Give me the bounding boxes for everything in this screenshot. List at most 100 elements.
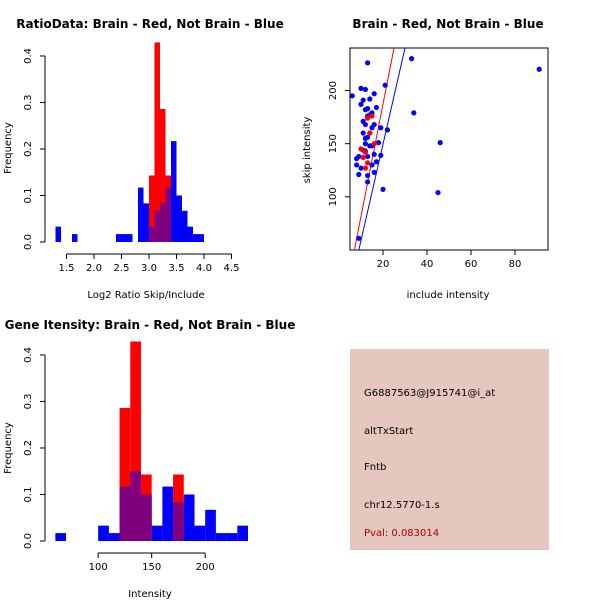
scatter-point-not-brain <box>371 169 377 175</box>
ratio-histogram-bar-not-brain <box>171 141 177 242</box>
intensity-histogram-bar-not-brain <box>162 486 174 541</box>
intensity-histogram-title: Gene Itensity: Brain - Red, Not Brain - … <box>5 318 296 332</box>
intensity-histogram-bar-not-brain <box>98 525 109 541</box>
ratio-histogram-bar-not-brain <box>72 234 78 242</box>
ratio-histogram-panel: RatioData: Brain - Red, Not Brain - Blue… <box>3 17 284 301</box>
intensity-histogram-bar-not-brain <box>205 509 216 541</box>
scatter-point-not-brain <box>411 110 417 116</box>
scatter-point-brain <box>362 149 368 155</box>
ratio-histogram-axes: 1.5 2.0 2.5 3.0 3.5 4.0 4.5 0.0 0.1 0.2 0.3 0.4 <box>23 48 239 274</box>
ratio-histogram-x-tick-label: 2.5 <box>114 263 130 274</box>
intensity-histogram-bar-not-brain <box>194 525 206 541</box>
scatter-point-not-brain <box>356 153 362 160</box>
info-panel: G6887563@J915741@i_at altTxStart Fntb ch… <box>350 349 549 550</box>
ratio-histogram-bar-not-brain <box>121 234 127 242</box>
ratio-histogram-bar-brain <box>160 108 166 242</box>
ratio-histogram-y-tick-label: 0.3 <box>23 95 34 111</box>
scatter-point-not-brain <box>354 162 360 168</box>
scatter-point-not-brain <box>536 66 542 72</box>
ratio-histogram-bar-not-brain <box>138 187 144 242</box>
intensity-histogram-bar-not-brain <box>237 525 248 541</box>
scatter-x-tick-label: 60 <box>465 259 478 270</box>
scatter-point-brain <box>365 160 371 166</box>
scatter-point-not-brain <box>365 153 371 160</box>
probe-id-text: G6887563@J915741@i_at <box>364 388 495 399</box>
location-text: chr12.5770-1.s <box>364 500 440 511</box>
ratio-histogram-bar-not-brain <box>193 234 199 242</box>
intensity-histogram-bar-overlap <box>173 502 184 541</box>
intensity-histogram-bars <box>55 341 248 541</box>
scatter-point-not-brain <box>437 140 443 146</box>
scatter-point-brain <box>367 130 373 136</box>
scatter-point-brain <box>358 146 364 152</box>
ratio-histogram-bar-not-brain <box>182 210 188 242</box>
scatter-y-tick-label: 100 <box>328 187 339 206</box>
intensity-histogram-ylabel: Frequency <box>3 422 14 474</box>
scatter-point-not-brain <box>435 189 441 196</box>
scatter-axes: 20 40 60 80 100 150 200 <box>328 81 521 270</box>
ratio-histogram-x-tick-label: 4.5 <box>224 263 240 274</box>
intensity-histogram-bar-not-brain <box>55 533 67 541</box>
scatter-point-not-brain <box>384 127 390 133</box>
scatter-y-tick-label: 150 <box>328 134 339 153</box>
scatter-xlabel: include intensity <box>407 290 490 301</box>
intensity-histogram-bar-brain <box>130 341 141 541</box>
scatter-point-not-brain <box>362 141 368 147</box>
scatter-point-not-brain <box>358 165 364 171</box>
scatter-points <box>349 56 542 241</box>
scatter-point-not-brain <box>365 179 371 185</box>
intensity-histogram-y-tick-label: 0.0 <box>23 533 34 549</box>
scatter-point-not-brain <box>365 134 371 140</box>
intensity-histogram-x-tick-label: 200 <box>196 562 215 573</box>
intensity-histogram-y-tick-label: 0.3 <box>23 394 34 410</box>
scatter-plot-frame <box>349 47 549 251</box>
ratio-histogram-bar-overlap <box>149 226 155 242</box>
scatter-point-not-brain <box>376 140 382 146</box>
intensity-histogram-x-tick-label: 150 <box>142 562 161 573</box>
scatter-fit-line <box>353 48 395 250</box>
intensity-scatter-panel: Brain - Red, Not Brain - Blue include in… <box>302 17 549 301</box>
scatter-x-tick-label: 40 <box>421 259 434 270</box>
scatter-point-not-brain <box>356 235 362 241</box>
intensity-histogram-x-tick-label: 100 <box>89 562 108 573</box>
event-type-text: altTxStart <box>364 426 413 437</box>
scatter-point-not-brain <box>378 152 384 158</box>
scatter-point-not-brain <box>373 159 379 165</box>
scatter-point-brain <box>362 165 368 171</box>
intensity-histogram-axes: 100 150 200 0.0 0.1 0.2 0.3 0.4 <box>23 347 215 573</box>
scatter-point-brain <box>365 115 371 121</box>
intensity-histogram-bar-not-brain <box>108 533 120 541</box>
scatter-x-tick-label: 20 <box>377 259 390 270</box>
ratio-histogram-y-tick-label: 0.4 <box>23 48 34 64</box>
pval-text: Pval: 0.083014 <box>364 528 439 539</box>
ratio-histogram-y-tick-label: 0.2 <box>23 141 34 157</box>
scatter-point-not-brain <box>371 151 377 157</box>
intensity-histogram-y-tick-label: 0.4 <box>23 347 34 363</box>
scatter-y-tick-label: 200 <box>328 81 339 100</box>
ratio-histogram-x-tick-label: 3.5 <box>169 263 185 274</box>
scatter-point-not-brain <box>362 121 368 128</box>
scatter-point-not-brain <box>371 121 377 128</box>
scatter-point-not-brain <box>356 171 362 178</box>
scatter-point-not-brain <box>367 96 373 102</box>
ratio-histogram-bar-overlap <box>165 187 171 242</box>
scatter-point-not-brain <box>349 93 355 99</box>
ratio-histogram-bar-not-brain <box>116 234 122 242</box>
ratio-histogram-bar-overlap <box>160 203 166 242</box>
intensity-histogram-bar-not-brain <box>215 533 227 541</box>
scatter-point-not-brain <box>380 186 386 192</box>
scatter-point-brain <box>360 154 366 161</box>
scatter-point-not-brain <box>365 106 371 112</box>
ratio-histogram-bar-not-brain <box>187 226 193 242</box>
ratio-histogram-y-tick-label: 0.1 <box>23 188 34 204</box>
ratio-histogram-title: RatioData: Brain - Red, Not Brain - Blue <box>16 17 283 31</box>
scatter-point-brain <box>369 113 375 119</box>
intensity-histogram-bar-not-brain <box>183 494 195 541</box>
scatter-x-tick-label: 80 <box>509 259 522 270</box>
scatter-point-not-brain <box>360 97 366 103</box>
scatter-point-not-brain <box>373 104 379 111</box>
ratio-histogram-x-tick-label: 1.5 <box>59 263 75 274</box>
intensity-histogram-y-tick-label: 0.2 <box>23 440 34 456</box>
ratio-histogram-bar-overlap <box>154 210 160 242</box>
